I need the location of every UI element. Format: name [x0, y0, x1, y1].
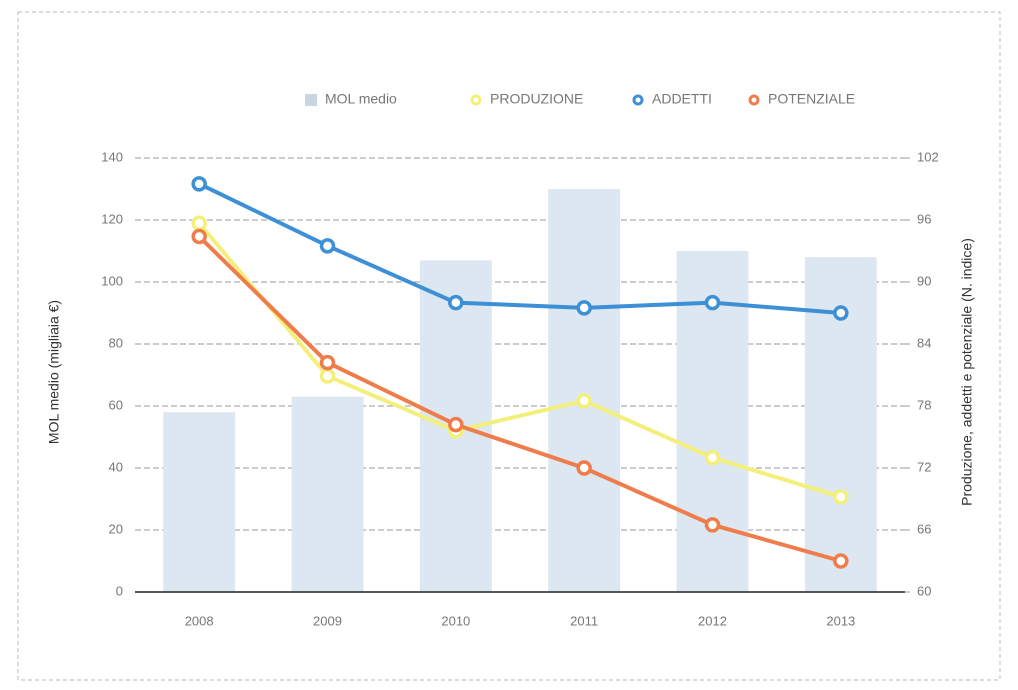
y-axis-title: MOL medio (migliaia €): [46, 300, 62, 444]
y-tick-label: 100: [101, 273, 123, 288]
y2-tick-label: 78: [917, 397, 931, 412]
x-tick-label: 2010: [441, 613, 470, 628]
point: [319, 368, 336, 384]
point: [833, 305, 849, 321]
y2-tick-label: 102: [917, 149, 939, 164]
y-tick-label: 40: [109, 459, 123, 474]
x-tick-label: 2011: [570, 613, 598, 628]
line-series: [197, 235, 842, 563]
x-tick-label: 2013: [826, 613, 855, 628]
y2-tick-label: 90: [917, 273, 931, 288]
point: [319, 238, 336, 254]
y-tick-label: 140: [101, 149, 123, 164]
bar: [548, 189, 621, 592]
y2-axis-title: Produzione, addetti e potenziale (N. ind…: [959, 238, 975, 506]
x-tick-label: 2008: [185, 613, 214, 628]
y-tick-label: 120: [101, 211, 123, 226]
legend-swatch: [470, 94, 482, 106]
point: [704, 294, 721, 311]
point: [319, 354, 336, 371]
chart-frame: [17, 11, 1001, 681]
point: [833, 489, 849, 505]
point: [833, 553, 849, 569]
legend-label: POTENZIALE: [768, 91, 855, 107]
y2-tick-label: 96: [917, 211, 931, 226]
point: [576, 393, 592, 409]
x-tick-label: 2009: [313, 613, 342, 628]
line-series: [197, 221, 842, 499]
legend-swatch: [748, 94, 760, 106]
bar: [291, 396, 364, 592]
y-tick-label: 80: [109, 335, 123, 350]
legend-label: PRODUZIONE: [490, 91, 583, 107]
point: [191, 228, 207, 245]
x-tick-label: 2012: [698, 613, 727, 628]
line-series: [198, 182, 841, 315]
y-tick-label: 0: [116, 583, 123, 598]
legend-label: MOL medio: [325, 91, 397, 107]
point: [448, 416, 464, 433]
y-tick-label: 60: [109, 397, 123, 412]
point: [576, 300, 592, 316]
point: [704, 517, 721, 533]
bar: [163, 412, 236, 592]
point: [191, 176, 207, 192]
y2-tick-label: 72: [917, 459, 931, 474]
y2-tick-label: 60: [917, 583, 931, 598]
point: [704, 449, 721, 466]
point: [448, 294, 464, 311]
y-tick-label: 20: [109, 521, 123, 536]
point: [576, 460, 592, 476]
y2-tick-label: 66: [917, 521, 931, 536]
legend-swatch: [305, 94, 317, 106]
legend-label: ADDETTI: [652, 91, 712, 107]
legend-swatch: [632, 94, 644, 106]
point: [191, 215, 207, 231]
y2-tick-label: 84: [917, 335, 931, 350]
